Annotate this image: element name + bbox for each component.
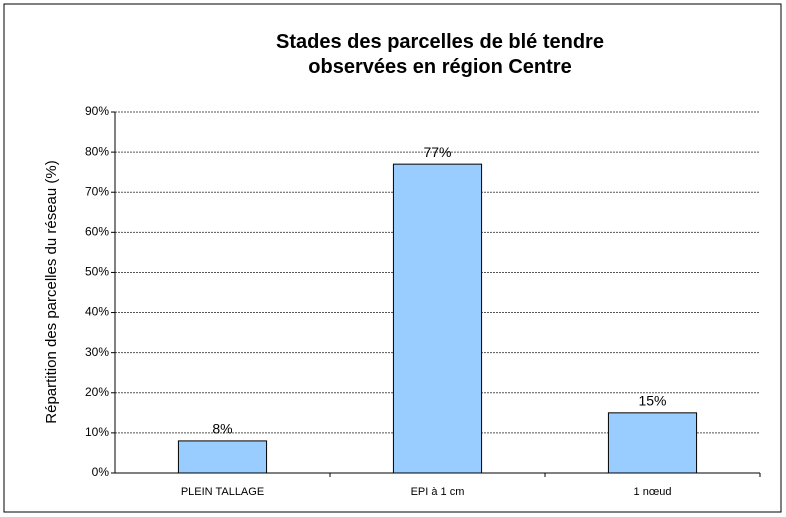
- y-tick-label: 80%: [85, 144, 109, 158]
- y-tick-label: 60%: [85, 225, 109, 239]
- chart-title: Stades des parcelles de blé tendre obser…: [276, 31, 604, 78]
- y-tick-label: 70%: [85, 184, 109, 198]
- data-label: 8%: [212, 421, 232, 437]
- y-tick-label: 30%: [85, 345, 109, 359]
- data-label: 15%: [638, 393, 666, 409]
- x-tick-label: PLEIN TALLAGE: [181, 486, 264, 498]
- data-label: 77%: [423, 144, 451, 160]
- bar: [177, 440, 268, 474]
- y-tick-label: 90%: [85, 104, 109, 118]
- y-tick-label: 40%: [85, 305, 109, 319]
- y-tick-label: 10%: [85, 425, 109, 439]
- x-tick-label: EPI à 1 cm: [411, 486, 465, 498]
- y-axis-label: Répartition des parcelles du réseau (%): [43, 160, 60, 423]
- y-tick-label: 0%: [92, 465, 110, 479]
- x-tick-label: 1 nœud: [634, 486, 672, 498]
- bar: [607, 412, 698, 474]
- y-tick-label: 20%: [85, 385, 109, 399]
- bar: [392, 163, 483, 474]
- y-tick-label: 50%: [85, 265, 109, 279]
